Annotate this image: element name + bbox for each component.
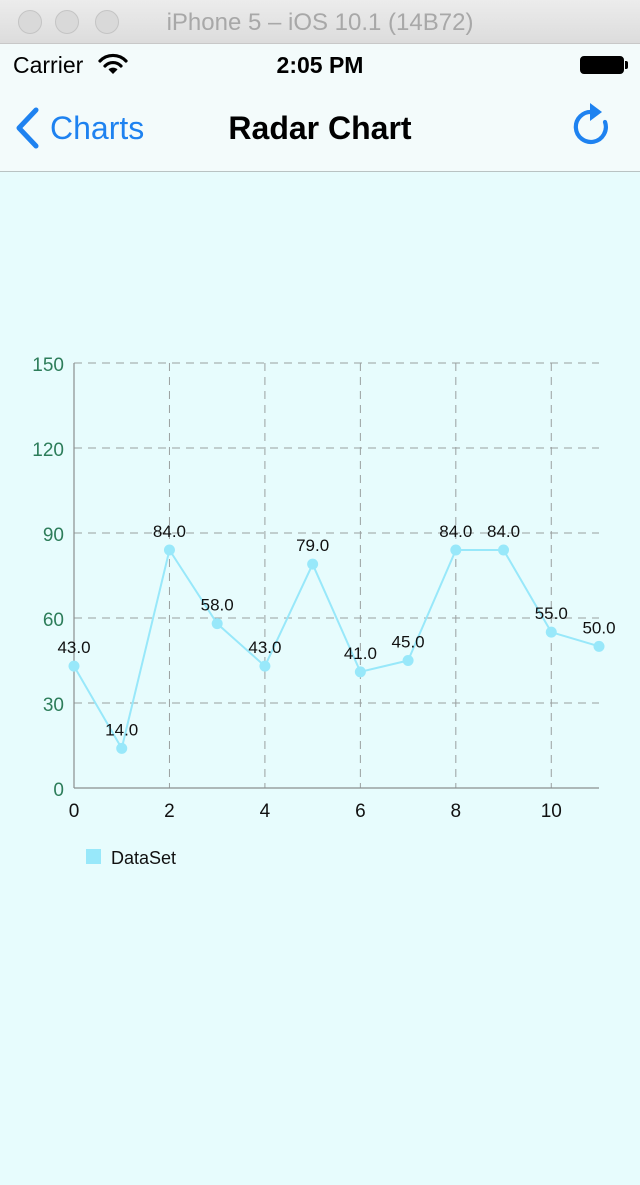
- carrier-label: Carrier: [13, 52, 84, 78]
- chart-legend: DataSet: [86, 848, 176, 868]
- y-tick-label: 120: [32, 440, 64, 461]
- data-point: [211, 618, 223, 630]
- data-value-label: 84.0: [153, 522, 186, 541]
- window-close-button[interactable]: [18, 10, 42, 34]
- data-value-label: 50.0: [582, 618, 615, 637]
- data-point: [116, 742, 128, 754]
- chart-value-labels: 43.0 14.0 84.0 58.0 43.0 79.0 41.0 45.0 84.0 84.0…: [57, 522, 615, 739]
- y-tick-label: 30: [43, 695, 64, 716]
- y-tick-label: 150: [32, 355, 64, 376]
- data-value-label: 58.0: [201, 596, 234, 615]
- back-button[interactable]: Charts: [14, 106, 144, 150]
- window-minimize-button[interactable]: [55, 10, 79, 34]
- data-point: [354, 666, 366, 678]
- x-tick-label: 6: [355, 801, 366, 822]
- data-value-label: 41.0: [344, 644, 377, 663]
- chart-grid: [74, 362, 599, 788]
- data-value-label: 14.0: [105, 720, 138, 739]
- data-point: [545, 626, 557, 638]
- data-value-label: 43.0: [57, 638, 90, 657]
- battery-icon: [580, 56, 624, 74]
- legend-swatch: [86, 849, 101, 864]
- status-time: 2:05 PM: [276, 52, 364, 78]
- status-bar: Carrier 2:05 PM: [0, 44, 640, 84]
- navigation-bar: Charts Radar Chart: [0, 84, 640, 172]
- chart-area: 0 30 60 90 120 150 0 2 4 6 8 10 43.0 14.0 84.0 58.0 43.…: [0, 173, 640, 1180]
- data-point: [593, 640, 605, 652]
- y-tick-label: 90: [43, 525, 64, 546]
- battery-tip-icon: [625, 61, 628, 69]
- data-value-label: 55.0: [535, 604, 568, 623]
- data-point: [307, 558, 319, 570]
- data-point: [68, 660, 80, 672]
- data-point: [402, 655, 414, 666]
- window-title: iPhone 5 – iOS 10.1 (14B72): [166, 9, 474, 36]
- data-point: [259, 660, 271, 672]
- data-point: [450, 544, 462, 556]
- data-value-label: 84.0: [439, 522, 472, 541]
- refresh-icon[interactable]: [568, 102, 612, 150]
- data-value-label: 79.0: [296, 536, 329, 555]
- chart-axes: 0 30 60 90 120 150 0 2 4 6 8 10: [32, 355, 599, 822]
- x-tick-label: 2: [164, 801, 175, 822]
- chart-series: [68, 544, 605, 754]
- legend-label: DataSet: [111, 848, 176, 868]
- x-tick-label: 10: [541, 801, 562, 822]
- chevron-left-icon: [16, 107, 39, 149]
- back-button-label: Charts: [50, 109, 145, 146]
- y-tick-label: 0: [53, 780, 64, 801]
- wifi-icon: [98, 53, 128, 74]
- x-tick-label: 8: [451, 801, 462, 822]
- data-point: [498, 544, 510, 556]
- window-zoom-button[interactable]: [95, 10, 119, 34]
- x-tick-label: 4: [260, 801, 271, 822]
- data-point: [163, 544, 175, 556]
- simulator-title-bar: iPhone 5 – iOS 10.1 (14B72): [0, 0, 640, 44]
- x-tick-label: 0: [69, 801, 80, 822]
- data-value-label: 45.0: [392, 633, 425, 652]
- y-tick-label: 60: [43, 610, 64, 631]
- data-value-label: 84.0: [487, 522, 520, 541]
- data-value-label: 43.0: [248, 638, 281, 657]
- series-line: [73, 549, 600, 750]
